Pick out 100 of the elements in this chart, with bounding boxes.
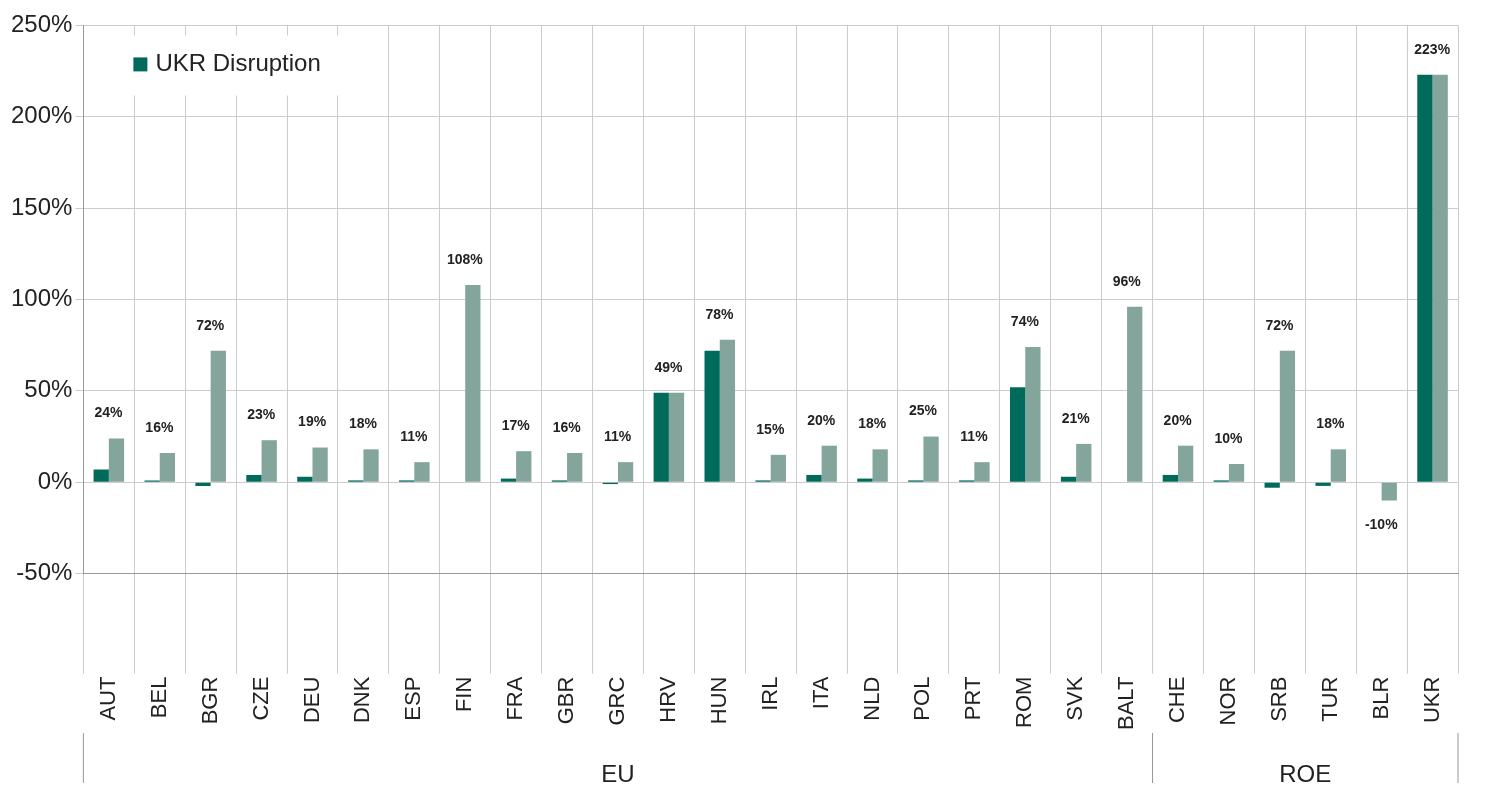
bar [1264, 482, 1280, 488]
data-label: 15% [756, 420, 785, 437]
data-label: 11% [400, 428, 429, 444]
x-tick-label: SVK [1062, 676, 1088, 721]
y-tick-label: 250% [10, 10, 73, 38]
bar [246, 474, 262, 482]
data-label: 108% [446, 250, 484, 267]
x-tick-label: HUN [705, 676, 731, 725]
data-label: 21% [1061, 409, 1091, 426]
bar [770, 454, 786, 482]
x-tick-label: GRC [604, 676, 630, 726]
bar [1127, 306, 1143, 482]
bar [500, 478, 517, 482]
bar [210, 350, 226, 482]
x-tick-label: FRA [502, 676, 528, 721]
data-label: 10% [1214, 429, 1244, 446]
x-tick-label: AUT [94, 676, 120, 721]
data-label: 223% [1414, 40, 1451, 57]
bar [1076, 443, 1092, 482]
x-tick-label: BEL [145, 676, 171, 719]
data-label: 16% [145, 418, 174, 435]
x-tick-label: SRB [1265, 676, 1291, 722]
bar [923, 436, 939, 482]
bar [1009, 387, 1026, 482]
data-label: 78% [705, 305, 734, 322]
bar [1228, 463, 1245, 482]
data-label: 23% [247, 406, 276, 423]
x-tick-label: FIN [451, 676, 477, 713]
data-label: -10% [1364, 516, 1399, 533]
data-label: 11% [960, 428, 989, 444]
y-tick-label: 50% [24, 375, 73, 403]
bar [312, 447, 328, 482]
x-tick-label: IRL [756, 676, 782, 711]
x-tick-label: POL [909, 676, 935, 721]
bar [821, 445, 837, 482]
bar [1432, 74, 1448, 482]
data-label: 17% [501, 417, 531, 434]
bar [516, 451, 532, 482]
x-tick-label: UKR [1418, 676, 1444, 724]
data-label: 18% [349, 415, 378, 432]
bar [1315, 482, 1331, 486]
x-tick-label: BGR [196, 676, 222, 725]
y-tick-label: -50% [16, 558, 73, 586]
data-label: 20% [1163, 411, 1193, 428]
y-tick-label: 200% [10, 101, 73, 129]
bar [93, 469, 109, 482]
bar [857, 478, 873, 482]
bar [1279, 350, 1296, 482]
data-label: 72% [196, 316, 225, 333]
data-label: 25% [909, 402, 938, 419]
bar [363, 449, 379, 482]
y-tick-label: 0% [37, 466, 73, 494]
data-label: 18% [858, 415, 887, 432]
bar [668, 392, 685, 482]
bar [1060, 476, 1077, 482]
bar [1381, 482, 1397, 501]
data-label: 19% [298, 413, 327, 430]
data-label: 11% [603, 428, 632, 444]
bar [719, 339, 736, 482]
data-label: 16% [552, 418, 582, 435]
bar [653, 392, 669, 482]
bar [1025, 347, 1041, 482]
text: ROE [1279, 759, 1332, 787]
x-tick-label: DEU [298, 676, 324, 724]
data-label: 72% [1265, 316, 1294, 333]
bar [974, 462, 990, 482]
bar [806, 474, 822, 482]
x-tick-label: PRT [960, 676, 986, 721]
bar [159, 453, 176, 482]
bar [1177, 445, 1194, 482]
x-tick-label: BALT [1113, 676, 1139, 730]
data-label: 74% [1010, 312, 1040, 329]
x-tick-label: CZE [247, 676, 273, 721]
bar [617, 462, 634, 482]
text: EU [601, 759, 635, 787]
bar [1162, 474, 1178, 482]
bar [1330, 449, 1346, 482]
bar [195, 482, 211, 486]
x-tick-label: CHE [1164, 676, 1190, 724]
bar [108, 438, 125, 482]
x-tick-label: GBR [553, 676, 579, 725]
data-label: 49% [654, 358, 684, 375]
x-tick-label: TUR [1316, 676, 1342, 722]
bar [261, 440, 277, 482]
bar [1417, 74, 1433, 482]
bar [704, 350, 720, 482]
bar [414, 462, 430, 482]
legend-label: UKR Disruption [155, 49, 321, 77]
x-tick-label: ROM [1011, 676, 1037, 728]
data-label: 18% [1316, 415, 1345, 432]
x-tick-label: BLR [1367, 676, 1393, 720]
x-tick-label: ESP [400, 676, 426, 721]
x-tick-label: NOR [1214, 676, 1240, 726]
x-tick-label: DNK [349, 676, 375, 724]
x-tick-label: NLD [858, 676, 884, 721]
bar [465, 284, 481, 482]
x-tick-label: ITA [807, 676, 833, 710]
bar [872, 449, 888, 482]
x-tick-label: HRV [654, 676, 680, 723]
y-tick-label: 150% [10, 192, 73, 220]
